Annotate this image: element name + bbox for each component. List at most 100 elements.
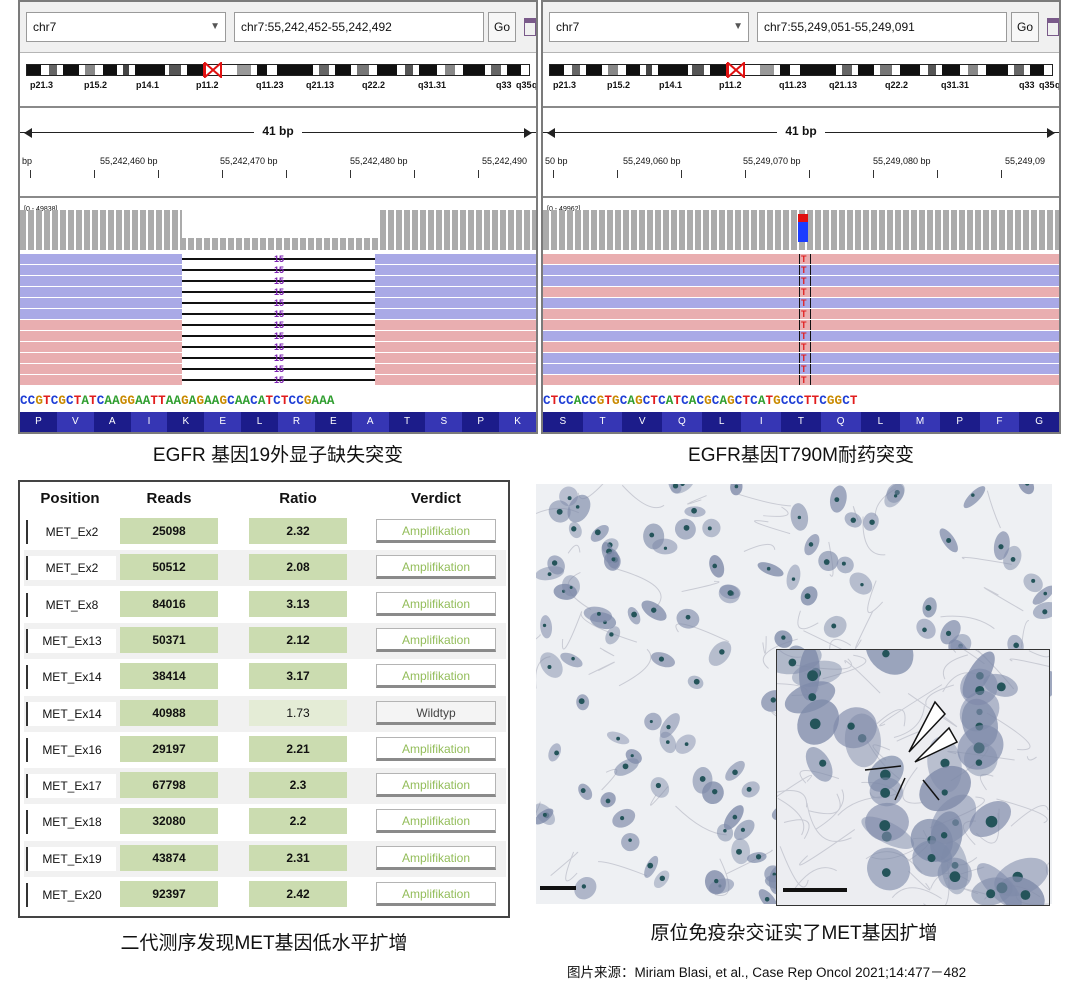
fish-signal: [647, 862, 654, 869]
verdict-button[interactable]: Amplifikation: [376, 555, 496, 580]
verdict-button[interactable]: Amplifikation: [376, 736, 496, 761]
fish-signal: [940, 758, 950, 768]
locus-input[interactable]: chr7:55,249,051-55,249,091: [757, 12, 1007, 42]
stroma-fiber: [1028, 650, 1049, 658]
coverage-bar: [484, 210, 490, 250]
fish-signal: [542, 623, 547, 628]
base: C: [558, 394, 567, 408]
coverage-bar: [903, 210, 909, 250]
verdict-button[interactable]: Wildtyp: [376, 700, 496, 725]
home-icon[interactable]: [524, 18, 536, 36]
position-cell: MET_Ex2: [26, 520, 116, 544]
coverage-bar: [380, 210, 386, 250]
fish-signal: [665, 740, 670, 744]
coverage-bar: [655, 210, 661, 250]
igv-panel-left: chr7 ▼ chr7:55,242,452-55,242,492 Go p21…: [18, 0, 538, 434]
coverage-bar: [148, 210, 154, 250]
ruler-tick-mark: [745, 170, 746, 178]
ruler-tick-mark: [350, 170, 351, 178]
coverage-bar: [631, 210, 637, 250]
coverage-bar: [999, 210, 1005, 250]
coverage-bar: [68, 210, 74, 250]
coverage-bar: [759, 210, 765, 250]
base: C: [681, 394, 689, 408]
read: [20, 298, 182, 308]
reads-cell: 38414: [120, 663, 218, 690]
coverage-bar: [823, 210, 829, 250]
verdict-button[interactable]: Amplifikation: [376, 809, 496, 834]
verdict-button[interactable]: Amplifikation: [376, 591, 496, 616]
read: [375, 364, 536, 374]
fish-signal: [547, 665, 552, 670]
cytoband-label: q22.2: [885, 80, 909, 90]
coverage-bar: [831, 210, 837, 250]
ruler-tick-mark: [617, 170, 618, 178]
base: A: [719, 394, 728, 408]
deletion-line: [182, 291, 375, 293]
cell-nucleus: [603, 551, 621, 571]
coverage-bar: [879, 210, 885, 250]
fish-signal: [672, 484, 679, 489]
go-button[interactable]: Go: [488, 12, 516, 42]
cytoband-label: q31.31: [418, 80, 447, 90]
fish-signal: [655, 782, 662, 789]
read-mismatch-edge: [810, 298, 811, 308]
coverage-bar: [388, 210, 394, 250]
coverage-bar: [404, 210, 410, 250]
coverage-bar: [116, 210, 122, 250]
position-cell: MET_Ex16: [26, 737, 116, 762]
fish-signal: [556, 508, 563, 515]
verdict-button[interactable]: Amplifikation: [376, 519, 496, 543]
right-arrow-icon: [524, 128, 532, 138]
coverage-bar: [775, 210, 781, 250]
reads-cell: 92397: [120, 881, 218, 907]
read-marker: 15: [274, 287, 285, 297]
cytoband-label: q35: [516, 80, 532, 90]
coverage-bar: [1015, 210, 1021, 250]
fish-signal: [663, 546, 668, 550]
stroma-fiber: [565, 851, 578, 882]
verdict-button[interactable]: Amplifikation: [376, 882, 496, 906]
verdict-button[interactable]: Amplifikation: [376, 664, 496, 689]
read: [20, 331, 182, 341]
base: G: [773, 394, 781, 408]
verdict-button[interactable]: Amplifikation: [376, 627, 496, 652]
home-icon[interactable]: [1047, 18, 1059, 36]
amino-acid: P: [939, 412, 980, 432]
stroma-fiber: [961, 556, 1012, 565]
go-button[interactable]: Go: [1011, 12, 1039, 42]
arrowhead-icon: [908, 700, 947, 753]
header-position: Position: [40, 490, 100, 507]
cell-nucleus: [1018, 484, 1035, 495]
coverage-track: [0 - 49838]: [20, 202, 536, 250]
read: [543, 331, 1059, 341]
coverage-bar: [583, 210, 589, 250]
fish-signal: [616, 736, 621, 741]
stroma-fiber: [925, 684, 954, 706]
coverage-bar: [1031, 210, 1037, 250]
base: A: [688, 394, 697, 408]
fish-signal: [879, 820, 891, 832]
base: A: [311, 394, 320, 408]
fish-signal: [925, 604, 932, 611]
coverage-bar: [276, 238, 282, 250]
read: [375, 287, 536, 297]
base: C: [658, 394, 666, 408]
ratio-cell: 1.73: [249, 699, 347, 726]
locus-input[interactable]: chr7:55,242,452-55,242,492: [234, 12, 484, 42]
base: C: [543, 394, 551, 408]
cytoband-label: q35: [1039, 80, 1055, 90]
read: [543, 320, 1059, 330]
base: T: [43, 394, 51, 408]
chromosome-value: chr7: [33, 20, 57, 34]
read: [375, 265, 536, 275]
fish-signal: [831, 623, 837, 629]
verdict-button[interactable]: Amplifikation: [376, 845, 496, 870]
verdict-button[interactable]: Amplifikation: [376, 773, 496, 798]
fish-signal: [659, 875, 666, 882]
base: T: [765, 394, 774, 408]
coverage-bar: [444, 210, 450, 250]
chromosome-select[interactable]: chr7 ▼: [26, 12, 226, 42]
chromosome-select[interactable]: chr7 ▼: [549, 12, 749, 42]
stroma-fiber: [793, 867, 837, 891]
